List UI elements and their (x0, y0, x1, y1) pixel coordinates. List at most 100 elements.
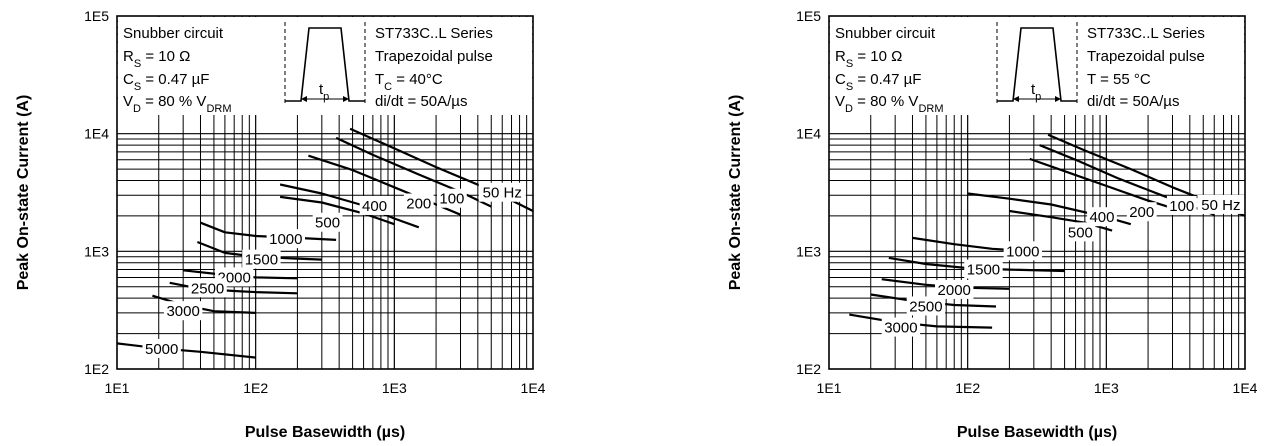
curve-labels: 50 Hz10020040050010001500200025003000500… (142, 182, 526, 358)
grid-lines (829, 16, 1245, 369)
curve-label-bg (478, 182, 526, 202)
curve-label: 200 (1129, 204, 1154, 221)
y-axis-title: Peak On-state Current (A) (727, 95, 744, 291)
y-tick-labels: 1E2 1E3 1E4 1E5 (796, 8, 821, 377)
curve-label: 2000 (938, 282, 971, 299)
pulse-tp-label: tp (319, 81, 329, 103)
curve-label: 200 (406, 195, 431, 212)
curve-label-bg (142, 338, 181, 358)
x-tick-label: 1E1 (105, 380, 130, 396)
curve-label: 50 Hz (483, 185, 522, 202)
condition-pulse: Trapezoidal pulse (375, 48, 493, 65)
pulse-sketch: tp (284, 22, 366, 103)
curve-label-bg (436, 188, 467, 208)
x-tick-label: 1E2 (243, 380, 268, 396)
y-tick-label: 1E4 (796, 126, 821, 142)
series-line-500 (279, 195, 395, 226)
x-tick-label: 1E1 (817, 380, 842, 396)
curve-label: 400 (362, 198, 387, 215)
condition-pulse: Trapezoidal pulse (1087, 48, 1205, 65)
curve-label: 1500 (967, 262, 1000, 279)
curve-label-bg (1126, 202, 1157, 222)
curve-label: 2500 (909, 298, 942, 315)
curve-label-bg (1197, 194, 1245, 214)
series-line-500 (1009, 209, 1113, 232)
curve-label: 100 (1169, 198, 1194, 215)
x-tick-label: 1E4 (1233, 380, 1258, 396)
x-tick-label: 1E2 (955, 380, 980, 396)
curve-label-bg (266, 229, 306, 249)
pulse-sketch: tp (996, 22, 1078, 103)
condition-didt: di/dt = 50A/µs (375, 93, 467, 110)
y-tick-label: 1E3 (796, 243, 821, 259)
condition-cs: CS = 0.47 µF (123, 71, 209, 93)
y-axis-title: Peak On-state Current (A) (15, 95, 32, 291)
y-tick-label: 1E5 (796, 8, 821, 24)
y-tick-label: 1E3 (84, 243, 109, 259)
condition-rs: RS = 10 Ω (123, 48, 190, 70)
x-tick-label: 1E3 (382, 380, 407, 396)
curve-label: 3000 (884, 320, 917, 337)
condition-cs: CS = 0.47 µF (835, 71, 921, 93)
condition-rs: RS = 10 Ω (835, 48, 902, 70)
curve-label-bg (1087, 207, 1117, 227)
curve-label: 500 (315, 215, 340, 232)
curve-label-bg (935, 279, 974, 299)
curve-label-bg (312, 212, 343, 232)
pulse-tp-label: tp (1031, 81, 1041, 103)
y-tick-labels: 1E2 1E3 1E4 1E5 (84, 8, 109, 377)
y-tick-label: 1E2 (84, 361, 109, 377)
condition-series-name: ST733C..L Series (1087, 25, 1205, 42)
condition-didt: di/dt = 50A/µs (1087, 93, 1179, 110)
series-curves (116, 127, 534, 359)
curve-label: 500 (1068, 224, 1093, 241)
x-axis-title: Pulse Basewidth (µs) (245, 424, 405, 441)
condition-circuit: Snubber circuit (123, 25, 224, 42)
curve-label-bg (1003, 241, 1043, 261)
series-line-200 (308, 154, 461, 216)
curve-label: 50 Hz (1201, 197, 1240, 214)
x-tick-labels: 1E1 1E2 1E3 1E4 (817, 380, 1258, 396)
curve-label-bg (403, 193, 434, 213)
series-line-100 (335, 136, 492, 208)
curve-label: 5000 (145, 341, 178, 358)
x-axis-title: Pulse Basewidth (µs) (957, 424, 1117, 441)
chart-right: Snubber circuit RS = 10 Ω CS = 0.47 µF VD =… (712, 0, 1272, 446)
condition-temperature: TC = 40°C (375, 71, 443, 93)
plot-frame (828, 15, 1246, 370)
curve-label: 3000 (166, 303, 199, 320)
pulse-trapezoid (997, 27, 1077, 102)
y-tick-label: 1E4 (84, 126, 109, 142)
y-tick-label: 1E5 (84, 8, 109, 24)
condition-circuit: Snubber circuit (835, 25, 936, 42)
series-line-1000 (200, 221, 337, 241)
curve-label: 400 (1089, 209, 1114, 226)
series-line-5000 (116, 342, 256, 359)
curve-label-bg (1166, 195, 1197, 215)
condition-series-name: ST733C..L Series (375, 25, 493, 42)
curve-label: 1000 (269, 231, 302, 248)
condition-vd: VD = 80 % VDRM (123, 93, 232, 115)
condition-vd: VD = 80 % VDRM (835, 93, 944, 115)
curve-label-bg (359, 195, 390, 215)
x-tick-label: 1E3 (1094, 380, 1119, 396)
curve-label: 1500 (245, 252, 278, 269)
y-tick-label: 1E2 (796, 361, 821, 377)
curve-label-bg (242, 249, 281, 269)
series-line-400 (279, 183, 420, 229)
pulse-trapezoid (285, 27, 365, 102)
curve-label-bg (906, 296, 946, 316)
condition-temperature: T = 55 °C (1087, 71, 1151, 88)
curve-label: 2500 (191, 280, 224, 297)
curve-label-bg (964, 259, 1003, 279)
plot-frame (116, 15, 534, 370)
x-tick-labels: 1E1 1E2 1E3 1E4 (105, 380, 546, 396)
curve-label-bg (163, 301, 203, 321)
x-tick-label: 1E4 (521, 380, 546, 396)
curve-label-bg (1065, 222, 1096, 242)
series-line-200 (1029, 157, 1191, 215)
chart-left: Snubber circuit RS = 10 Ω CS = 0.47 µF VD =… (0, 0, 560, 446)
